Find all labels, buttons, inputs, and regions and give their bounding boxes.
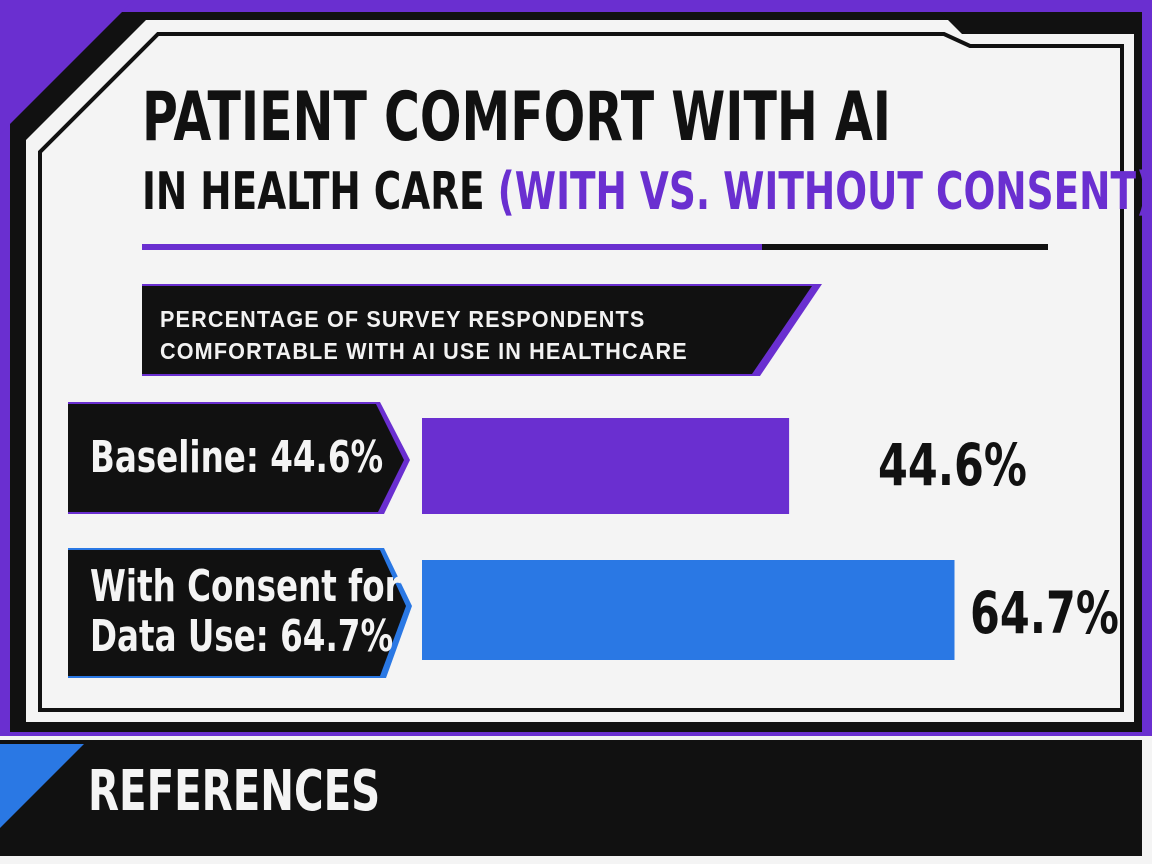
title-line2-main: IN HEALTH CARE	[142, 162, 485, 222]
bar-label-consent-line1: With Consent for	[90, 561, 401, 612]
corner-accent-top-right	[940, 12, 1142, 34]
corner-accent-top-left	[0, 0, 134, 134]
chart-subtitle-line1: PERCENTAGE OF SURVEY RESPONDENTS	[160, 306, 646, 332]
bar-label-consent-line2: Data Use: 64.7%	[90, 611, 394, 662]
title-line2-accent: (WITH VS. WITHOUT CONSENT)	[497, 162, 1152, 222]
title-divider-purple	[142, 244, 762, 250]
bar-label-baseline-line: Baseline: 44.6%	[90, 432, 384, 483]
value-label-consent: 64.7%	[970, 579, 1119, 647]
label-tag-0	[68, 404, 404, 512]
bottom-strip	[0, 856, 1152, 864]
references-bar	[0, 740, 1152, 864]
bar-label-baseline: Baseline: 44.6%	[90, 433, 383, 483]
bar-label-consent: With Consent for Data Use: 64.7%	[90, 562, 401, 662]
title-divider-black	[762, 244, 1048, 250]
label-tag-1	[68, 550, 406, 676]
chart-subtitle: PERCENTAGE OF SURVEY RESPONDENTS COMFORT…	[160, 303, 688, 367]
bar-consent	[422, 560, 955, 660]
bar-baseline	[422, 418, 790, 514]
chart-subtitle-line2: COMFORTABLE WITH AI USE IN HEALTHCARE	[160, 338, 688, 364]
bars-group	[422, 418, 955, 660]
inner-border	[38, 32, 1124, 712]
references-heading: REFERENCES	[88, 759, 381, 824]
page-subtitle-heading: IN HEALTH CARE (WITH VS. WITHOUT CONSENT…	[142, 166, 1152, 218]
references-accent	[0, 744, 84, 828]
subtitle-banner	[142, 286, 812, 374]
value-label-baseline: 44.6%	[878, 431, 1027, 499]
right-strip	[1142, 740, 1152, 864]
page-title: PATIENT COMFORT WITH AI	[142, 78, 891, 157]
